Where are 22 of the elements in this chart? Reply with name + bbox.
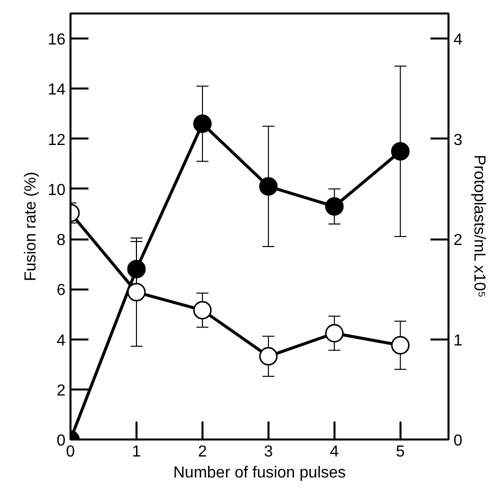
y-tick-label: 12 bbox=[48, 132, 66, 149]
y-tick-label: 10 bbox=[48, 182, 66, 199]
y2-tick-label: 0 bbox=[454, 432, 462, 450]
y-tick-label: 2 bbox=[56, 382, 66, 400]
y-tick-label: 6 bbox=[56, 282, 66, 300]
x-tick-label: 4 bbox=[330, 444, 339, 460]
x-tick-label: 3 bbox=[264, 444, 273, 460]
y-tick-label: 14 bbox=[48, 82, 66, 99]
y2-tick-label: 1 bbox=[454, 332, 462, 350]
x-tick-label: 1 bbox=[132, 444, 142, 460]
y-tick-label: 8 bbox=[56, 232, 66, 250]
y2-tick-label: 4 bbox=[454, 32, 462, 49]
x-tick-label: 2 bbox=[198, 444, 207, 460]
y2-axis-title: Protoplasts/mL x10⁵ bbox=[470, 154, 488, 298]
y-tick-label: 16 bbox=[48, 32, 66, 49]
y-tick-label: 4 bbox=[56, 332, 66, 350]
y-tick-label: 0 bbox=[56, 432, 66, 450]
y2-tick-label: 3 bbox=[454, 132, 462, 149]
y-axis-title: Fusion rate (%) bbox=[22, 172, 40, 282]
x-axis-title: Number of fusion pulses bbox=[173, 464, 346, 482]
y2-tick-label: 2 bbox=[454, 232, 462, 250]
x-tick-label: 5 bbox=[396, 444, 405, 460]
